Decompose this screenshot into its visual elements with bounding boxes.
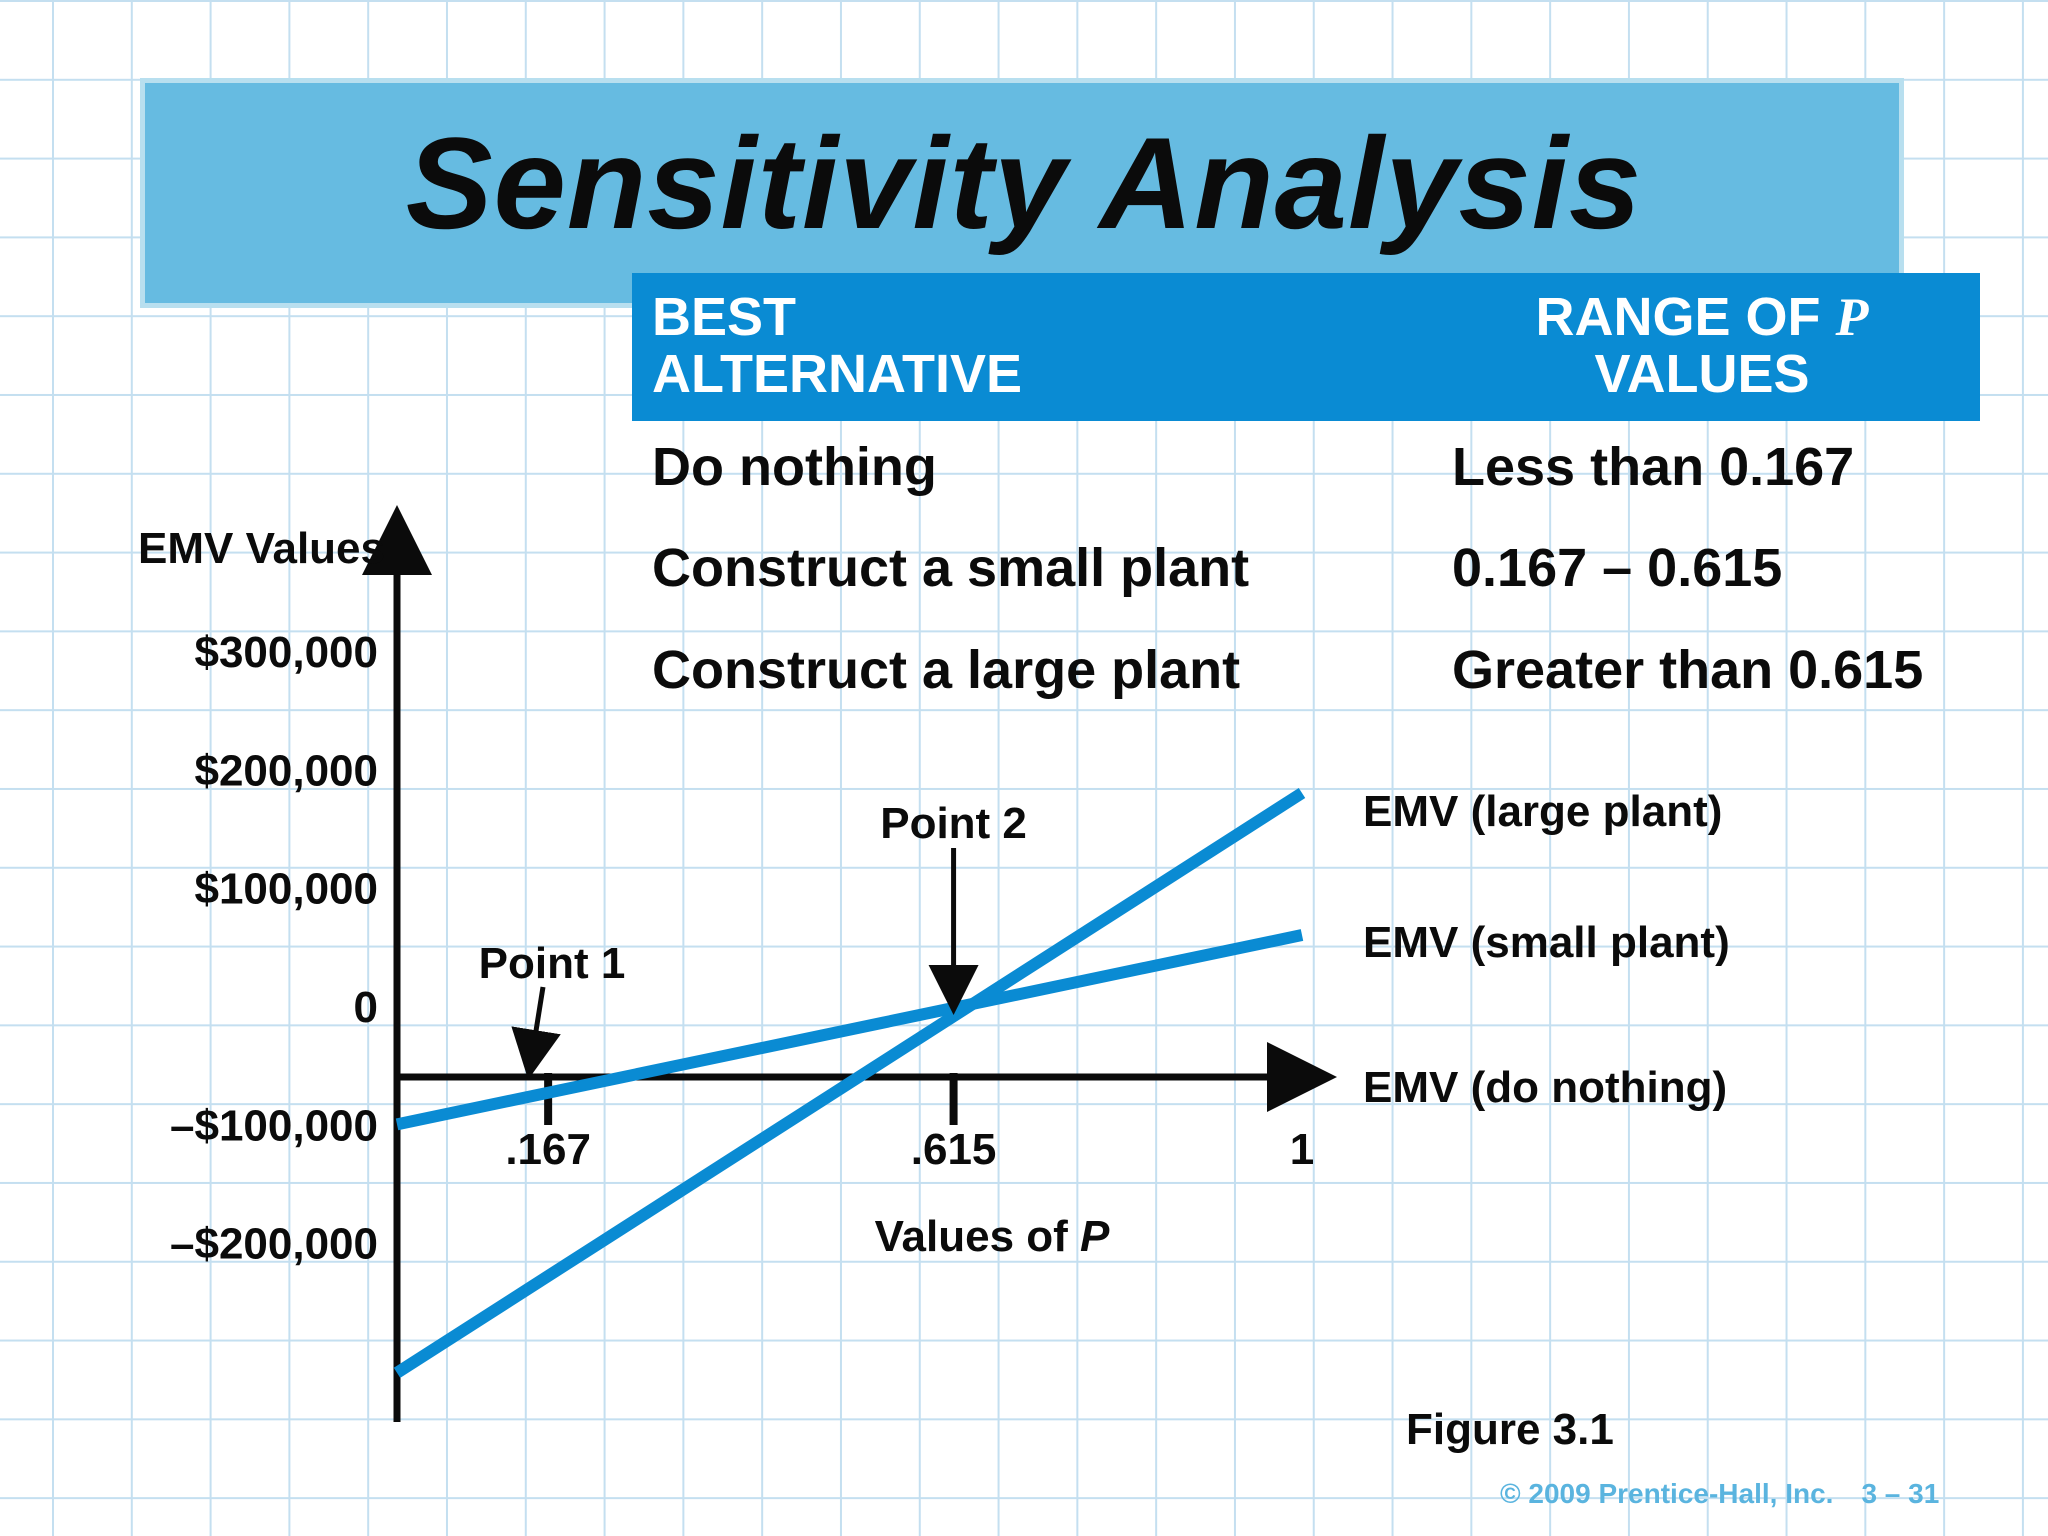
legend-suffix: (large plant) [1458, 787, 1722, 836]
y-tick-label: $100,000 [194, 865, 378, 914]
header-range-var: P [1835, 287, 1869, 347]
point-1-arrow [511, 986, 561, 1080]
point-2-label: Point 2 [880, 799, 1027, 848]
row-range: Greater than 0.615 [1452, 640, 1924, 700]
y-tick-label: –$100,000 [170, 1101, 378, 1150]
legend-do-nothing: EMV (do nothing) [1363, 1063, 1727, 1112]
y-axis-label-suffix: Values [246, 524, 385, 573]
row-range: Less than 0.167 [1452, 437, 1855, 497]
x-tick-label: .167 [505, 1125, 591, 1174]
legend-suffix: (small plant) [1458, 918, 1729, 967]
row-alternative: Construct a large plant [652, 640, 1241, 700]
header-best-line1: BEST [652, 287, 797, 347]
table-header: BEST ALTERNATIVE RANGE OF P VALUES [632, 273, 1980, 421]
small-plant-line [395, 929, 1304, 1131]
legend-suffix: (do nothing) [1458, 1063, 1727, 1112]
row-alternative: Do nothing [652, 437, 937, 497]
header-range-of-p: RANGE OF P VALUES [1512, 289, 1892, 403]
large-plant-line [393, 787, 1306, 1378]
legend-small-plant: EMV (small plant) [1363, 918, 1730, 967]
x-axis-label-var: P [1080, 1212, 1110, 1261]
header-range-line2: VALUES [1594, 344, 1810, 404]
row-alternative: Construct a small plant [652, 538, 1250, 598]
page-number: 3 – 31 [1861, 1478, 1940, 1509]
copyright: © 2009 Prentice-Hall, Inc. [1500, 1478, 1834, 1509]
y-tick-label: –$200,000 [170, 1220, 378, 1269]
legend-prefix: EMV [1363, 1063, 1459, 1112]
header-range-line1: RANGE OF P [1512, 289, 1892, 346]
legend-prefix: EMV [1363, 787, 1459, 836]
point-1-label: Point 1 [479, 939, 626, 988]
y-tick-label: $300,000 [194, 628, 378, 677]
header-best-line2: ALTERNATIVE [652, 344, 1022, 404]
legend-prefix: EMV [1363, 918, 1459, 967]
header-range-prefix: RANGE OF [1535, 287, 1821, 347]
x-axis-label-prefix: Values of [875, 1212, 1069, 1261]
row-range: 0.167 – 0.615 [1452, 538, 1783, 598]
y-axis-label: EMV Values [138, 524, 385, 573]
legend-large-plant: EMV (large plant) [1363, 787, 1722, 836]
figure-caption: Figure 3.1 [1406, 1405, 1614, 1454]
x-axis-label: Values of P [875, 1212, 1110, 1261]
x-tick-label: 1 [1290, 1125, 1314, 1174]
title-banner [140, 78, 1904, 308]
slide-title: Sensitivity Analysis [405, 110, 1643, 256]
y-tick-label: $200,000 [194, 746, 378, 795]
y-tick-label: 0 [354, 983, 378, 1032]
header-best-alternative: BEST ALTERNATIVE [652, 289, 1022, 403]
slide-footer: © 2009 Prentice-Hall, Inc. 3 – 31 [1500, 1478, 1939, 1510]
x-tick-label: .615 [911, 1125, 997, 1174]
y-axis-label-prefix: EMV [138, 524, 234, 573]
